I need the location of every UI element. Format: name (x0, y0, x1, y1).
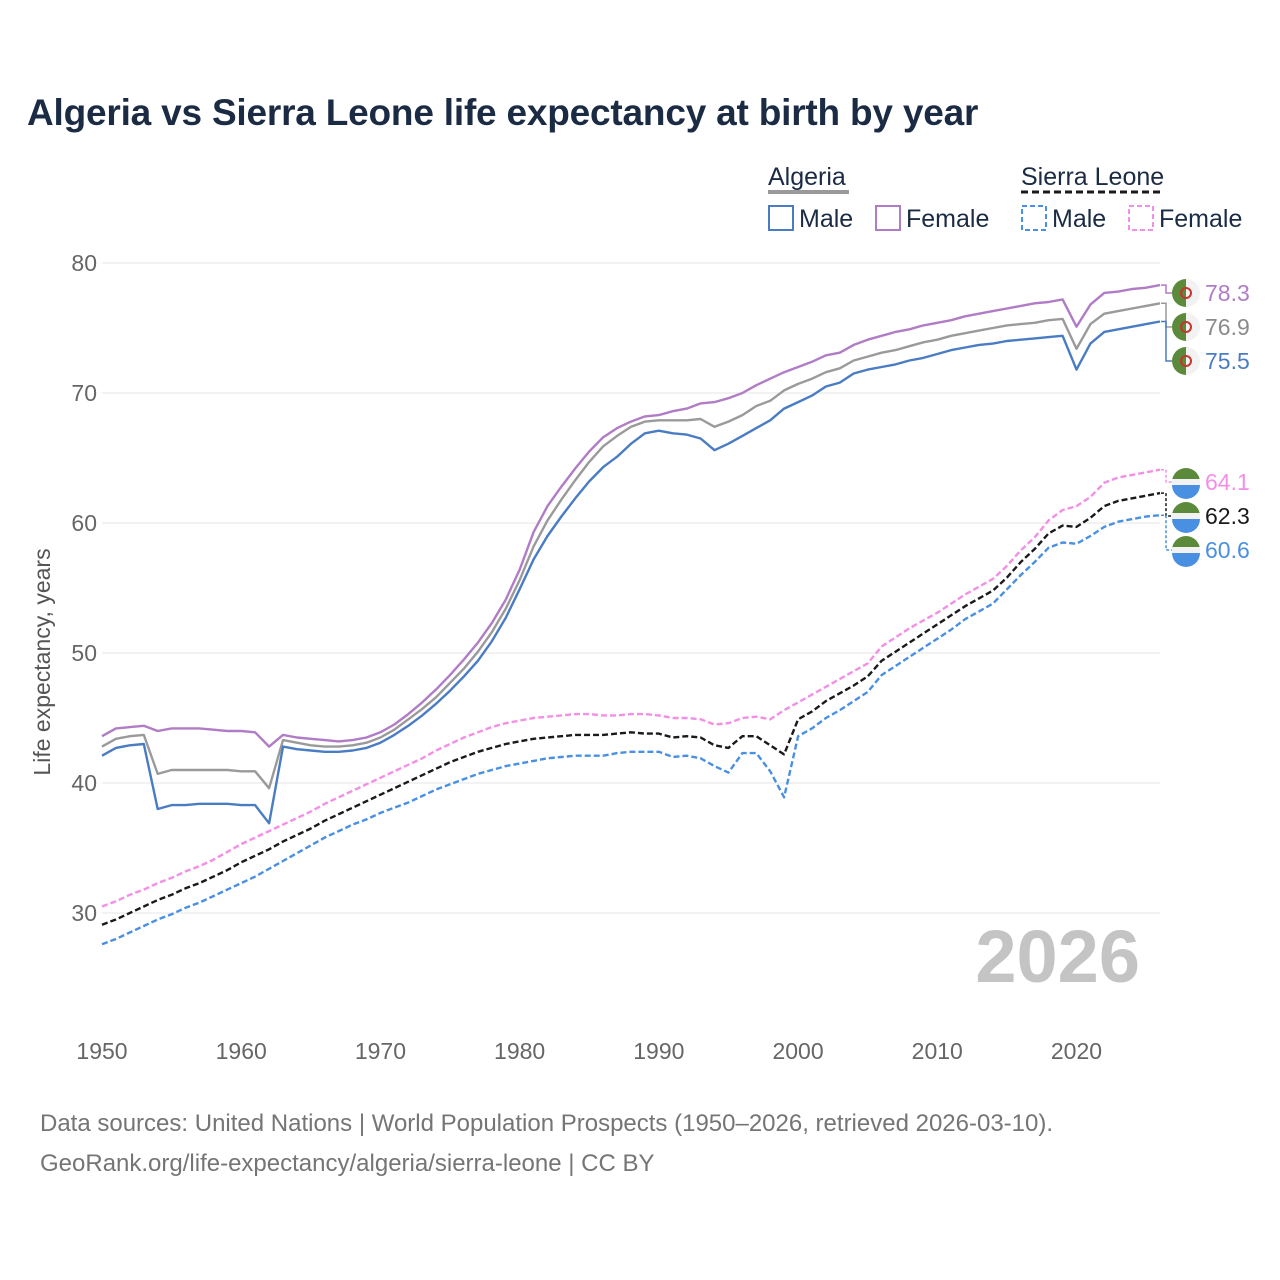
legend-algeria-heading: Algeria (768, 163, 846, 191)
flag-white-band (1172, 479, 1200, 485)
series-line-algeria-male (101, 320, 1161, 825)
flag-white-band (1172, 513, 1200, 519)
x-tick-label: 1950 (76, 1038, 127, 1064)
legend-sierra-leone-female-label: Female (1159, 205, 1242, 233)
flag-blue-half (1172, 519, 1200, 533)
legend-sierra-leone-female-swatch (1128, 205, 1154, 231)
legend-algeria-male-label: Male (799, 205, 853, 233)
flag-green-half (1172, 536, 1200, 550)
legend-sierra-leone-heading: Sierra Leone (1021, 163, 1164, 191)
flag-green-half (1172, 502, 1200, 516)
flag-white-half (1186, 279, 1200, 307)
y-axis-label: Life expectancy, years (29, 548, 55, 775)
y-tick-label: 50 (71, 640, 97, 666)
flag-green-half (1172, 468, 1200, 482)
source-line-2[interactable]: GeoRank.org/life-expectancy/algeria/sier… (40, 1150, 655, 1177)
end-connector-sierra-leone-male (1161, 514, 1172, 551)
algeria-flag-icon (1172, 313, 1200, 341)
series-line-sierra-leone-female (101, 468, 1161, 908)
end-connector-sierra-leone-total (1161, 492, 1172, 517)
legend: Algeria Male Female Sierra Leone Male Fe… (768, 163, 1242, 233)
end-label-sierra-leone-total: 62.3 (1205, 503, 1250, 529)
x-tick-label: 1980 (494, 1038, 545, 1064)
flag-green-half (1172, 347, 1186, 375)
y-tick-label: 40 (71, 770, 97, 796)
end-label-sierra-leone-female: 64.1 (1205, 469, 1250, 495)
end-connector-sierra-leone-female (1161, 468, 1172, 483)
sierra-leone-flag-icon (1172, 468, 1200, 499)
series-line-algeria-total (101, 302, 1161, 790)
grid (102, 262, 1160, 914)
end-label-algeria-total: 76.9 (1205, 314, 1250, 340)
end-labels: 78.3 76.9 75.5 64.1 62.3 60.6 (1161, 279, 1250, 567)
end-connector-algeria-female (1161, 284, 1172, 294)
x-tick-label: 1990 (633, 1038, 684, 1064)
series (101, 283, 1161, 946)
flag-crescent (1180, 321, 1192, 333)
year-watermark: 2026 (975, 915, 1140, 998)
end-connector-algeria-male (1161, 320, 1172, 362)
end-label-sierra-leone-male: 60.6 (1205, 537, 1250, 563)
legend-algeria-male-swatch (768, 205, 794, 231)
end-connector-algeria-total (1161, 302, 1172, 328)
legend-sierra-leone-male-swatch (1021, 205, 1047, 231)
sierra-leone-flag-icon (1172, 536, 1200, 567)
flag-white-half (1186, 313, 1200, 341)
x-tick-label: 2020 (1051, 1038, 1102, 1064)
flag-blue-half (1172, 485, 1200, 499)
legend-sierra-leone-male-label: Male (1052, 205, 1106, 233)
flag-crescent (1180, 287, 1192, 299)
x-tick-label: 2000 (772, 1038, 823, 1064)
x-tick-label: 1970 (355, 1038, 406, 1064)
x-tick-label: 2010 (912, 1038, 963, 1064)
y-axis-ticks: 30 40 50 60 70 80 (71, 250, 97, 926)
y-tick-label: 70 (71, 380, 97, 406)
series-line-algeria-female (101, 283, 1161, 748)
flag-blue-half (1172, 553, 1200, 567)
chart-title: Algeria vs Sierra Leone life expectancy … (27, 92, 979, 133)
flag-green-half (1172, 279, 1186, 307)
source-note: Data sources: United Nations | World Pop… (40, 1104, 1053, 1184)
series-line-sierra-leone-male (101, 514, 1161, 946)
algeria-flag-icon (1172, 347, 1200, 375)
flag-white-band (1172, 547, 1200, 553)
x-axis-ticks: 1950 1960 1970 1980 1990 2000 2010 2020 (76, 1038, 1102, 1064)
y-tick-label: 80 (71, 250, 97, 276)
end-label-algeria-male: 75.5 (1205, 348, 1250, 374)
flag-crescent (1180, 355, 1192, 367)
legend-algeria-female-label: Female (906, 205, 989, 233)
legend-algeria-female-swatch (875, 205, 901, 231)
flag-white-half (1186, 347, 1200, 375)
sierra-leone-flag-icon (1172, 502, 1200, 533)
y-tick-label: 60 (71, 510, 97, 536)
flag-green-half (1172, 313, 1186, 341)
x-tick-label: 1960 (216, 1038, 267, 1064)
y-tick-label: 30 (71, 900, 97, 926)
algeria-flag-icon (1172, 279, 1200, 307)
end-label-algeria-female: 78.3 (1205, 280, 1250, 306)
source-line-1: Data sources: United Nations | World Pop… (40, 1110, 1054, 1137)
series-line-sierra-leone-total (101, 491, 1161, 926)
